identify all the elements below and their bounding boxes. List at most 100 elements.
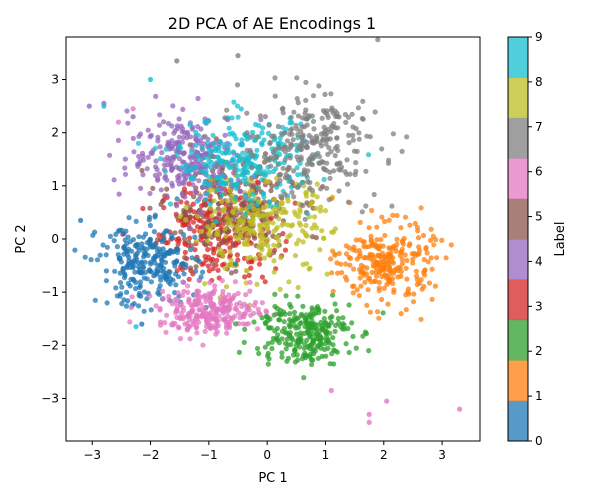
- scatter-point-label-8: [226, 262, 232, 268]
- scatter-point-label-6: [240, 321, 246, 327]
- scatter-point-label-1: [391, 287, 397, 293]
- scatter-point-label-7: [352, 171, 358, 178]
- scatter-point-label-3: [190, 219, 196, 225]
- scatter-point-label-7: [336, 114, 342, 120]
- scatter-point-label-8: [254, 281, 260, 287]
- scatter-point-label-7: [328, 129, 334, 135]
- scatter-point-label-7: [331, 168, 337, 174]
- scatter-point-label-8: [278, 255, 284, 261]
- scatter-point-label-1: [356, 293, 362, 299]
- scatter-point-label-1: [425, 259, 431, 265]
- scatter-point-label-6: [188, 302, 194, 308]
- scatter-point-label-0: [181, 271, 187, 277]
- scatter-point-label-8: [314, 181, 320, 187]
- scatter-point-label-2: [312, 321, 318, 327]
- scatter-point-label-9: [226, 150, 232, 156]
- scatter-point-label-7: [271, 133, 277, 139]
- scatter-point-label-0: [154, 268, 160, 274]
- scatter-point-label-2: [283, 293, 289, 299]
- scatter-point-label-0: [140, 254, 147, 260]
- scatter-point-label-0: [141, 275, 147, 281]
- scatter-point-label-7: [324, 160, 330, 166]
- scatter-point-label-2: [275, 332, 281, 338]
- scatter-point-label-1: [410, 260, 416, 266]
- scatter-point-label-3: [156, 232, 162, 238]
- scatter-point-label-0: [100, 242, 106, 248]
- scatter-point-label-5: [219, 238, 225, 244]
- scatter-point-label-3: [192, 247, 198, 253]
- scatter-point-label-2: [283, 346, 289, 352]
- scatter-point-label-6: [157, 319, 164, 325]
- scatter-point-label-1: [350, 247, 356, 253]
- scatter-point-label-1: [364, 302, 370, 308]
- scatter-point-label-1: [390, 243, 396, 249]
- scatter-point-label-5: [216, 213, 222, 219]
- scatter-point-label-4: [131, 149, 137, 155]
- outlier-point-label-9: [147, 76, 154, 83]
- scatter-point-label-9: [203, 170, 209, 176]
- scatter-point-label-8: [198, 228, 204, 234]
- scatter-point-label-1: [407, 222, 413, 228]
- scatter-point-label-0: [148, 307, 154, 313]
- scatter-point-label-8: [313, 205, 319, 212]
- scatter-point-label-7: [318, 143, 324, 149]
- scatter-point-label-0: [132, 269, 138, 275]
- scatter-point-label-6: [237, 300, 243, 306]
- scatter-point-label-9: [198, 168, 204, 174]
- scatter-point-label-7: [334, 143, 340, 149]
- scatter-point-label-6: [162, 320, 168, 326]
- scatter-point-label-7: [309, 156, 315, 162]
- scatter-point-label-5: [313, 235, 319, 241]
- scatter-point-label-1: [343, 261, 349, 267]
- scatter-point-label-7: [356, 130, 362, 136]
- scatter-point-label-8: [210, 222, 216, 228]
- scatter-point-label-7: [303, 107, 309, 113]
- scatter-point-label-8: [260, 205, 266, 211]
- scatter-point-label-7: [300, 202, 306, 209]
- scatter-point-label-9: [260, 190, 266, 197]
- scatter-point-label-7: [304, 144, 310, 151]
- scatter-point-label-1: [357, 251, 363, 257]
- scatter-point-label-7: [286, 164, 292, 170]
- scatter-point-label-8: [250, 228, 256, 234]
- scatter-point-label-7: [319, 115, 325, 121]
- scatter-point-label-8: [300, 239, 306, 245]
- scatter-point-label-2: [270, 335, 277, 341]
- scatter-point-label-8: [243, 226, 250, 232]
- scatter-point-label-1: [376, 279, 382, 285]
- scatter-point-label-2: [330, 335, 336, 341]
- scatter-point-label-8: [228, 257, 234, 263]
- scatter-point-label-3: [187, 235, 193, 241]
- chart-title: 2D PCA of AE Encodings 1: [168, 14, 376, 33]
- scatter-point-label-0: [163, 276, 169, 283]
- scatter-point-label-9: [229, 130, 236, 136]
- scatter-point-label-1: [443, 255, 449, 261]
- scatter-point-label-4: [182, 194, 188, 200]
- scatter-point-label-8: [317, 208, 324, 214]
- scatter-point-label-8: [303, 193, 309, 199]
- scatter-point-label-6: [175, 290, 181, 296]
- scatter-point-label-1: [374, 309, 381, 315]
- scatter-point-label-1: [398, 273, 404, 279]
- scatter-point-label-7: [277, 171, 283, 177]
- y-tick-label: −3: [41, 391, 59, 405]
- scatter-point-label-4: [181, 181, 187, 187]
- scatter-point-label-5: [191, 194, 197, 200]
- scatter-point-label-6: [264, 309, 270, 315]
- scatter-point-label-4: [188, 225, 194, 232]
- scatter-point-label-0: [157, 283, 163, 289]
- scatter-point-label-5: [147, 205, 153, 211]
- scatter-point-label-8: [206, 231, 212, 238]
- scatter-point-label-6: [147, 293, 153, 299]
- scatter-point-label-4: [258, 117, 264, 123]
- scatter-point-label-5: [187, 265, 194, 271]
- scatter-point-label-2: [334, 308, 340, 314]
- scatter-point-label-9: [204, 191, 210, 197]
- scatter-point-label-9: [242, 175, 248, 181]
- scatter-point-label-6: [185, 283, 191, 289]
- scatter-point-label-7: [302, 216, 308, 222]
- scatter-point-label-7: [261, 154, 267, 160]
- scatter-point-label-0: [125, 261, 132, 267]
- scatter-point-label-7: [350, 137, 356, 143]
- scatter-point-label-8: [234, 224, 240, 230]
